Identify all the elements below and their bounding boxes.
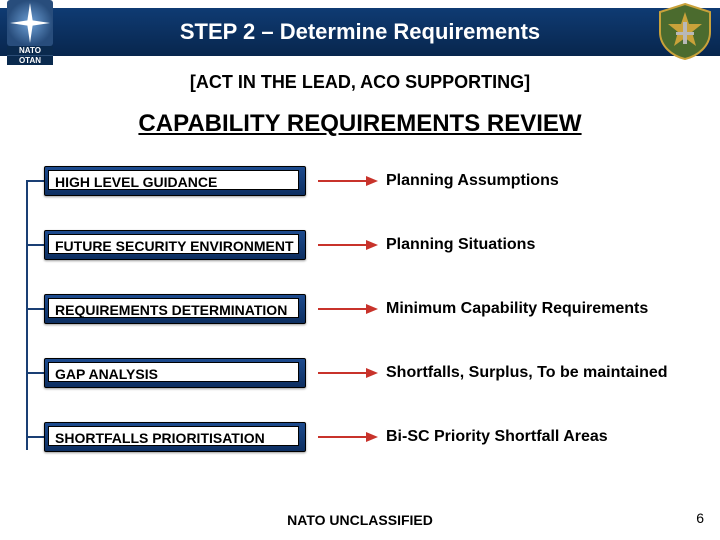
arrow-icon: [306, 428, 386, 446]
input-box-label: HIGH LEVEL GUIDANCE: [48, 170, 299, 190]
nato-compass-icon: [7, 0, 53, 46]
nato-textplate: NATO OTAN: [7, 46, 53, 65]
row-1: HIGH LEVEL GUIDANCE Planning Assumptions: [26, 164, 706, 198]
arrow-icon: [306, 364, 386, 382]
row-3: REQUIREMENTS DETERMINATION Minimum Capab…: [26, 292, 706, 326]
input-box-label: FUTURE SECURITY ENVIRONMENT: [48, 234, 299, 254]
outcome-label: Planning Situations: [386, 236, 535, 254]
input-box-label: REQUIREMENTS DETERMINATION: [48, 298, 299, 318]
outcome-label: Planning Assumptions: [386, 172, 559, 190]
row-4: GAP ANALYSIS Shortfalls, Surplus, To be …: [26, 356, 706, 390]
input-box: REQUIREMENTS DETERMINATION: [44, 294, 306, 324]
outcome-label: Shortfalls, Surplus, To be maintained: [386, 364, 668, 382]
row-2: FUTURE SECURITY ENVIRONMENT Planning Sit…: [26, 228, 706, 262]
connector-tick: [26, 308, 44, 310]
slide-title: STEP 2 – Determine Requirements: [0, 19, 720, 45]
input-box: HIGH LEVEL GUIDANCE: [44, 166, 306, 196]
header-banner: STEP 2 – Determine Requirements: [0, 8, 720, 56]
input-box: FUTURE SECURITY ENVIRONMENT: [44, 230, 306, 260]
outcome-label: Minimum Capability Requirements: [386, 300, 648, 318]
arrow-icon: [306, 300, 386, 318]
connector-tick: [26, 180, 44, 182]
input-box-label: SHORTFALLS PRIORITISATION: [48, 426, 299, 446]
nato-emblem: NATO OTAN: [0, 0, 60, 66]
connector-tick: [26, 244, 44, 246]
nato-text-top: NATO: [7, 46, 53, 55]
subheader: [ACT IN THE LEAD, ACO SUPPORTING]: [0, 72, 720, 93]
section-heading: CAPABILITY REQUIREMENTS REVIEW: [0, 110, 720, 138]
arrow-icon: [306, 172, 386, 190]
input-box: GAP ANALYSIS: [44, 358, 306, 388]
outcome-label: Bi-SC Priority Shortfall Areas: [386, 428, 608, 446]
connector-tick: [26, 436, 44, 438]
arrow-icon: [306, 236, 386, 254]
page-number: 6: [696, 510, 704, 526]
connector-tick: [26, 372, 44, 374]
input-box: SHORTFALLS PRIORITISATION: [44, 422, 306, 452]
input-box-label: GAP ANALYSIS: [48, 362, 299, 382]
slide: NATO OTAN STEP 2 – Determine Requirement…: [0, 0, 720, 540]
row-5: SHORTFALLS PRIORITISATION Bi-SC Priority…: [26, 420, 706, 454]
nato-text-bottom: OTAN: [7, 55, 53, 65]
rows-container: HIGH LEVEL GUIDANCE Planning Assumptions…: [26, 164, 706, 484]
classification-footer: NATO UNCLASSIFIED: [0, 512, 720, 528]
aco-emblem: [658, 2, 712, 60]
